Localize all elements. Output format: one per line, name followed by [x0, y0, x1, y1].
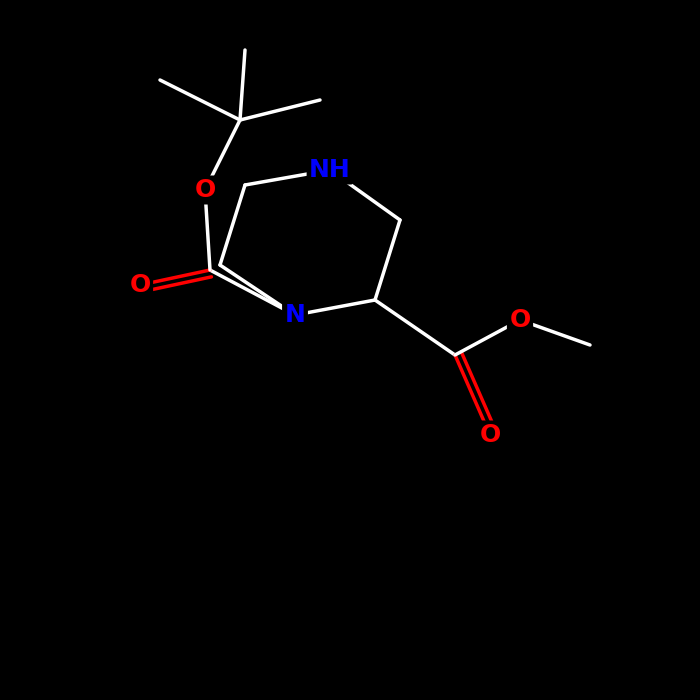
- Text: O: O: [130, 273, 150, 297]
- Text: O: O: [510, 308, 531, 332]
- Text: NH: NH: [309, 158, 351, 182]
- Text: O: O: [480, 423, 500, 447]
- Text: N: N: [285, 303, 305, 327]
- Text: O: O: [195, 178, 216, 202]
